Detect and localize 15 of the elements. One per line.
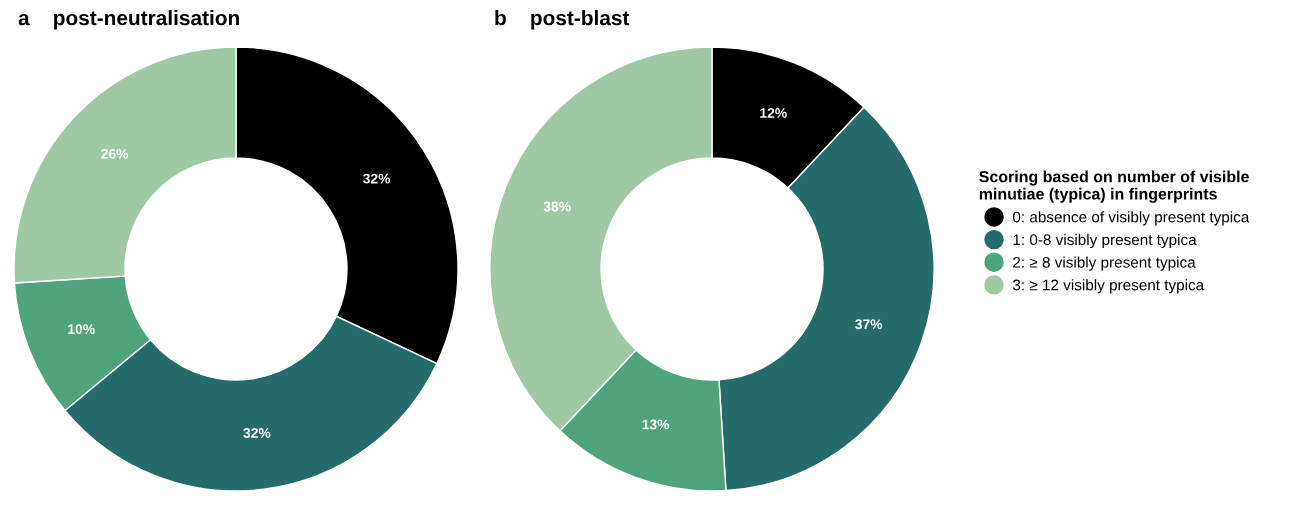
data-label: 32%	[363, 173, 391, 184]
data-label: 26%	[101, 148, 129, 159]
data-label: 38%	[543, 201, 571, 212]
data-label: 13%	[642, 419, 670, 430]
legend-label: 0: absence of visibly present typica	[1012, 211, 1250, 226]
legend-label: 3: ≥ 12 visibly present typica	[1012, 279, 1205, 294]
legend-label: 2: ≥ 8 visibly present typica	[1013, 256, 1196, 271]
chart-title: a post-neutralisation	[18, 10, 239, 30]
legend-title: Scoring based on number of visible minutiae (typica) in fingerprints	[979, 170, 1249, 203]
data-label: 32%	[243, 428, 271, 438]
chart-title: b post-blast	[495, 10, 630, 30]
legend-label: 1: 0-8 visibly present typica	[1013, 233, 1197, 249]
data-label: 10%	[68, 324, 95, 335]
data-label: 37%	[855, 319, 883, 330]
data-label: 12%	[760, 108, 787, 118]
